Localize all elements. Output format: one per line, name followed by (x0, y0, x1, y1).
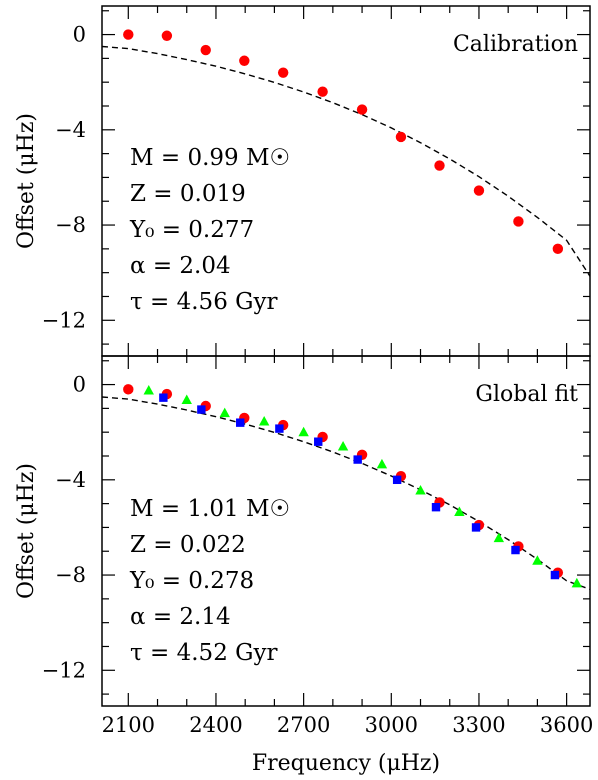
y-tick-label: 0 (73, 373, 86, 397)
data-point-triangle (143, 385, 154, 395)
data-point-circle (356, 104, 368, 115)
data-point-triangle (337, 440, 349, 451)
x-tick-label: 3000 (365, 713, 418, 737)
parameter-text: α = 2.04 (130, 253, 231, 279)
data-point-circle (317, 86, 328, 97)
data-point-square (431, 502, 441, 512)
data-point-circle (552, 243, 564, 255)
parameter-text: Z = 0.019 (130, 181, 246, 207)
x-tick-label: 2700 (277, 713, 330, 737)
y-axis-label: Offset (μHz) (14, 113, 39, 249)
data-point-triangle (298, 426, 309, 437)
data-point-triangle (571, 577, 583, 588)
fit-curve (101, 396, 591, 590)
parameter-text: Y₀ = 0.278 (129, 568, 254, 594)
data-point-square (471, 523, 481, 532)
data-point-circle (434, 160, 445, 171)
data-point-circle (161, 30, 173, 41)
parameter-text: Z = 0.022 (130, 532, 246, 558)
x-tick-label: 2400 (189, 713, 242, 737)
fit-curve (101, 45, 591, 277)
data-point-circle (239, 55, 250, 66)
panel-title: Calibration (453, 32, 578, 57)
x-axis-label: Frequency (μHz) (252, 751, 440, 776)
data-point-square (236, 418, 245, 427)
y-tick-label: −4 (55, 118, 86, 142)
x-axis: 2100 2400 2700 3000 3300 3600 Frequency (μHz) (102, 713, 594, 776)
plot-frame (101, 355, 591, 707)
data-point-square (197, 405, 206, 414)
parameter-text: τ = 4.56 Gyr (130, 289, 278, 315)
y-tick-label: −4 (55, 468, 86, 492)
data-point-triangle (454, 506, 465, 516)
y-tick-label: −8 (55, 563, 86, 587)
data-point-circle (473, 185, 485, 196)
y-tick-label: −12 (42, 308, 86, 332)
data-point-square (314, 437, 323, 446)
data-point-triangle (258, 415, 270, 426)
data-point-square (392, 475, 402, 485)
parameter-text: M = 1.01 M☉ (130, 496, 290, 522)
data-point-circle (395, 131, 407, 143)
x-tick-label: 3300 (452, 713, 505, 737)
data-point-circle (277, 67, 289, 78)
parameter-text: Y₀ = 0.277 (129, 217, 254, 243)
data-point-circle (200, 44, 211, 56)
y-tick-label: −12 (42, 658, 86, 682)
y-tick-label: 0 (73, 23, 86, 47)
parameter-text: M = 0.99 M☉ (130, 145, 290, 171)
parameter-text: α = 2.14 (130, 604, 231, 630)
data-point-square (550, 570, 560, 580)
y-tick-label: −8 (55, 213, 86, 237)
data-point-square (275, 424, 284, 433)
y-axis-label: Offset (μHz) (14, 463, 39, 599)
data-point-triangle (376, 458, 388, 469)
data-point-circle (123, 29, 134, 40)
data-point-triangle (532, 555, 543, 565)
data-point-triangle (219, 407, 230, 418)
x-tick-label: 2100 (102, 713, 155, 737)
parameter-text: τ = 4.52 Gyr (130, 640, 278, 666)
data-point-square (159, 393, 168, 402)
x-tick-label: 3600 (540, 713, 593, 737)
data-point-circle (513, 216, 524, 227)
panel-calibration: 0 −4 −8 −12 Offset (μHz) Calibration M = 0.99 … (14, 5, 591, 357)
panel-title: Global fit (475, 382, 578, 407)
data-point-square (511, 545, 520, 555)
data-point-circle (123, 384, 134, 395)
data-point-triangle (415, 485, 426, 495)
data-point-triangle (493, 532, 505, 543)
data-point-triangle (181, 394, 192, 405)
data-point-square (353, 455, 362, 464)
panel-global-fit: 0 −4 −8 −12 Offset (μHz) Global fit M = 1.01 M… (14, 355, 591, 707)
